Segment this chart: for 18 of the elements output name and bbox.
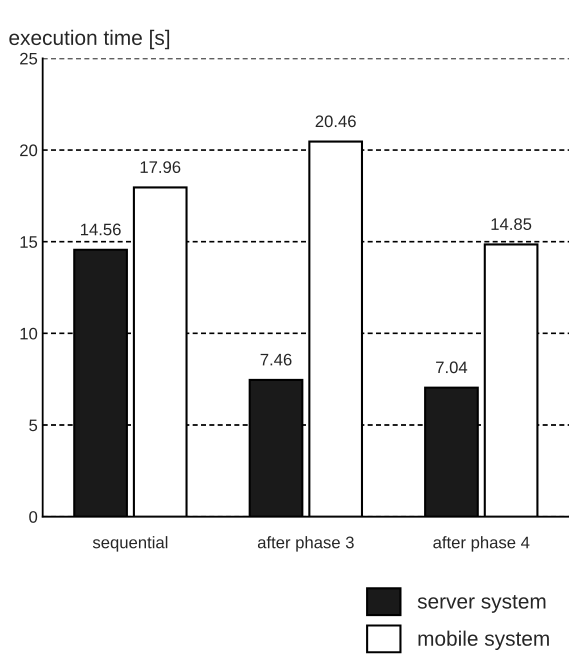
data-label: 7.46: [260, 354, 292, 366]
legend-label: server system: [418, 595, 546, 613]
data-label: 14.56: [80, 224, 121, 236]
legend-label: mobile system: [418, 630, 549, 650]
y-tick-label: 20: [20, 144, 38, 156]
y-tick-label: 10: [20, 328, 38, 340]
data-label: 20.46: [316, 115, 356, 128]
data-label: 14.85: [492, 218, 532, 230]
y-tick-label: 15: [20, 236, 38, 248]
x-tick-label: after phase 3: [258, 536, 354, 552]
y-tick-label: 5: [29, 420, 38, 432]
data-label: 7.04: [436, 361, 468, 374]
y-axis-title: execution time [s]: [9, 30, 170, 50]
x-tick-label: sequential: [92, 536, 168, 552]
x-tick-label: after phase 4: [433, 536, 530, 552]
data-label: 17.96: [140, 161, 180, 174]
y-tick-label: 25: [20, 52, 38, 65]
y-tick-label: 0: [29, 511, 38, 523]
